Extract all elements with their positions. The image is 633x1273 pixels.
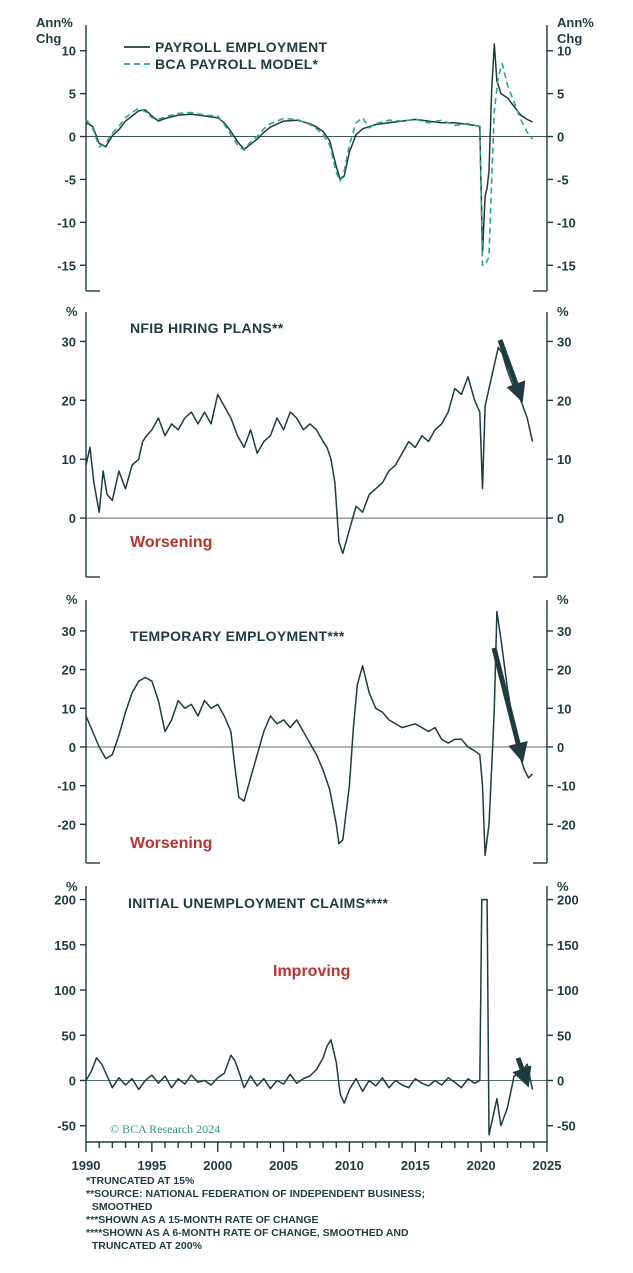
- xtick-label-2020: 2020: [467, 1158, 496, 1173]
- ytick-label-right-2-0: 0: [557, 740, 564, 755]
- ytick-label-left-1-10: 10: [62, 452, 76, 467]
- footnotes: *TRUNCATED AT 15% **SOURCE: NATIONAL FED…: [86, 1175, 626, 1253]
- panel-claims-ylabel-left: %: [66, 879, 78, 894]
- panel-claims-annotation: Improving: [273, 963, 350, 980]
- ytick-label-left-1-30: 30: [62, 334, 76, 349]
- ytick-label-left-0--10: -10: [57, 215, 76, 230]
- ytick-label-right-0--10: -10: [557, 215, 576, 230]
- panel-nfib-ylabel-right: %: [557, 304, 569, 319]
- ytick-label-left-3-50: 50: [62, 1028, 76, 1043]
- panel-payroll-ylabel-left-line1: Ann%: [36, 15, 73, 30]
- ytick-label-right-2--20: -20: [557, 817, 576, 832]
- ytick-label-left-2-0: 0: [69, 740, 76, 755]
- panel-payroll-ylabel-left-line2: Chg: [36, 31, 61, 46]
- ytick-label-right-3-0: 0: [557, 1073, 564, 1088]
- xtick-label-2000: 2000: [203, 1158, 232, 1173]
- ytick-label-right-3--50: -50: [557, 1119, 576, 1134]
- ytick-label-right-0--5: -5: [557, 172, 569, 187]
- ytick-label-right-1-20: 20: [557, 393, 571, 408]
- series-line-temporary-employment: [85, 610, 534, 857]
- series-line-bca-payroll-model-: [85, 62, 534, 267]
- ytick-label-right-3-50: 50: [557, 1028, 571, 1043]
- panel-nfib-title: NFIB HIRING PLANS**: [130, 320, 284, 336]
- xtick-label-2025: 2025: [533, 1158, 562, 1173]
- ytick-label-right-2--10: -10: [557, 779, 576, 794]
- ytick-label-right-2-20: 20: [557, 663, 571, 678]
- footnote-3: SMOOTHED: [86, 1201, 153, 1213]
- ytick-label-right-0-5: 5: [557, 87, 564, 102]
- ytick-label-left-3-150: 150: [54, 938, 76, 953]
- panel-payroll-ylabel-right-line1: Ann%: [557, 15, 594, 30]
- panel-nfib-annotation: Worsening: [130, 534, 212, 551]
- panel-temp-ylabel-left: %: [66, 592, 78, 607]
- ytick-label-right-0-10: 10: [557, 44, 571, 59]
- ytick-label-right-1-0: 0: [557, 511, 564, 526]
- panel-nfib-ylabel-left: %: [66, 304, 78, 319]
- ytick-label-right-2-30: 30: [557, 624, 571, 639]
- xtick-label-2015: 2015: [401, 1158, 430, 1173]
- ytick-label-right-2-10: 10: [557, 701, 571, 716]
- panel-temp-annotation: Worsening: [130, 835, 212, 852]
- ytick-label-left-0-5: 5: [69, 87, 76, 102]
- ytick-label-left-3--50: -50: [57, 1119, 76, 1134]
- panel-temp-ylabel-right: %: [557, 592, 569, 607]
- ytick-label-left-1-20: 20: [62, 393, 76, 408]
- ytick-label-right-3-100: 100: [557, 983, 579, 998]
- panel-claims: % % INITIAL UNEMPLOYMENT CLAIMS**** Impr…: [66, 879, 569, 1136]
- ytick-label-left-3-200: 200: [54, 893, 76, 908]
- ytick-label-left-2-30: 30: [62, 624, 76, 639]
- ytick-label-left-2-10: 10: [62, 701, 76, 716]
- ytick-label-left-3-0: 0: [69, 1073, 76, 1088]
- trend-arrow-temp: [491, 647, 528, 763]
- panel-payroll-ylabel-right-line2: Chg: [557, 31, 582, 46]
- ytick-label-left-0--15: -15: [57, 258, 76, 273]
- panel-temp-title: TEMPORARY EMPLOYMENT***: [130, 628, 345, 644]
- xtick-label-1990: 1990: [72, 1158, 101, 1173]
- trend-arrow-nfib: [497, 339, 526, 403]
- credit-text: © BCA Research 2024: [110, 1122, 220, 1136]
- ytick-label-left-2-20: 20: [62, 663, 76, 678]
- footnote-2: **SOURCE: NATIONAL FEDERATION OF INDEPEN…: [86, 1188, 425, 1200]
- panel-payroll: Ann% Chg Ann% Chg PAYROLL EMPLOYMENT BCA…: [36, 15, 594, 72]
- chart-svg: Ann% Chg Ann% Chg PAYROLL EMPLOYMENT BCA…: [36, 15, 594, 1173]
- panel-claims-title: INITIAL UNEMPLOYMENT CLAIMS****: [128, 895, 389, 911]
- ytick-label-right-3-200: 200: [557, 893, 579, 908]
- footnote-5: ****SHOWN AS A 6-MONTH RATE OF CHANGE, S…: [86, 1227, 409, 1239]
- ytick-label-left-3-100: 100: [54, 983, 76, 998]
- panel-nfib: % % NFIB HIRING PLANS** Worsening: [66, 304, 569, 551]
- ytick-label-left-1-0: 0: [69, 511, 76, 526]
- legend-model-label: BCA PAYROLL MODEL*: [155, 56, 319, 72]
- series-line-initial-unemployment-claims: [85, 898, 534, 1136]
- series-line-payroll-employment: [85, 43, 533, 254]
- ytick-label-left-2--20: -20: [57, 817, 76, 832]
- footnote-1: *TRUNCATED AT 15%: [86, 1175, 195, 1187]
- ytick-label-left-0-0: 0: [69, 130, 76, 145]
- xtick-label-2005: 2005: [269, 1158, 298, 1173]
- ytick-label-right-1-30: 30: [557, 334, 571, 349]
- ytick-label-left-2--10: -10: [57, 779, 76, 794]
- ytick-label-right-0--15: -15: [557, 258, 576, 273]
- ytick-label-right-0-0: 0: [557, 130, 564, 145]
- ytick-label-right-3-150: 150: [557, 938, 579, 953]
- ytick-label-left-0--5: -5: [64, 172, 76, 187]
- ytick-label-right-1-10: 10: [557, 452, 571, 467]
- xtick-label-1995: 1995: [137, 1158, 166, 1173]
- panel-claims-ylabel-right: %: [557, 879, 569, 894]
- series-line-nfib-hiring-plans: [85, 346, 534, 555]
- panel-temp: % % TEMPORARY EMPLOYMENT*** Worsening: [66, 592, 569, 852]
- ytick-label-left-0-10: 10: [62, 44, 76, 59]
- legend-payroll-label: PAYROLL EMPLOYMENT: [155, 39, 328, 55]
- trend-arrow-claims: [512, 1057, 532, 1088]
- xtick-label-2010: 2010: [335, 1158, 364, 1173]
- footnote-6: TRUNCATED AT 200%: [86, 1240, 202, 1252]
- footnote-4: ***SHOWN AS A 15-MONTH RATE OF CHANGE: [86, 1214, 319, 1226]
